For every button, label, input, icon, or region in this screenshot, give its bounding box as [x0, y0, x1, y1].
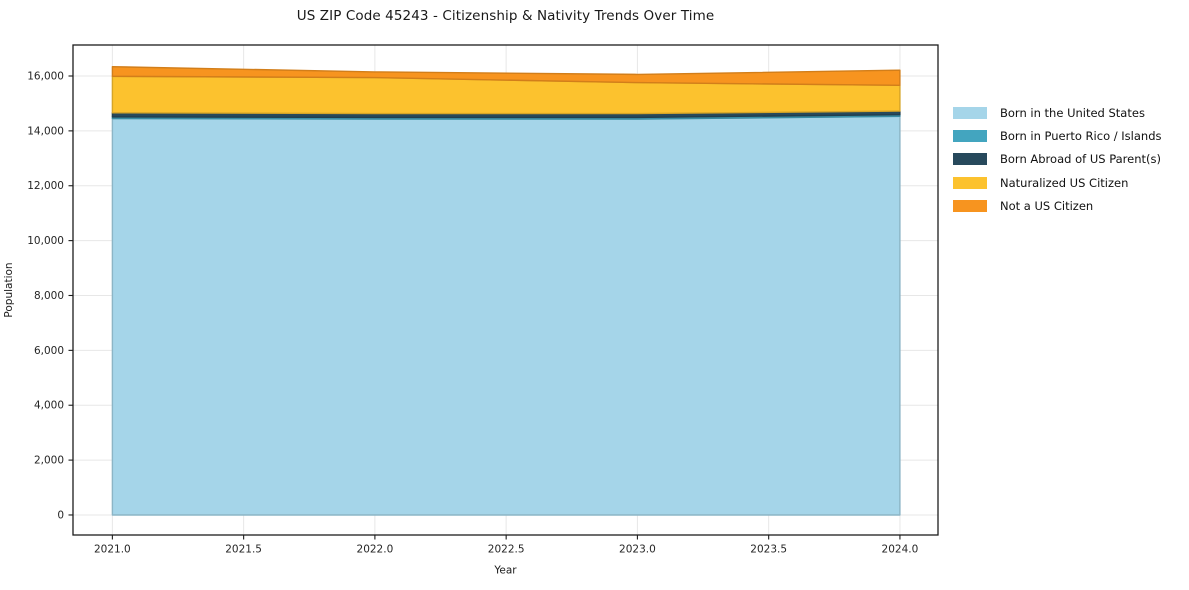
legend-swatch [953, 153, 987, 166]
y-tick-label: 2,000 [34, 455, 64, 467]
legend-swatch [953, 130, 987, 143]
legend-label: Born in the United States [1000, 105, 1145, 120]
x-tick-label: 2024.0 [882, 544, 919, 556]
x-tick-label: 2023.5 [750, 544, 787, 556]
legend: Born in the United States Born in Puerto … [953, 101, 1162, 218]
legend-label: Naturalized US Citizen [1000, 175, 1129, 190]
legend-swatch [953, 176, 987, 189]
y-tick-label: 10,000 [27, 235, 64, 247]
legend-item: Naturalized US Citizen [953, 171, 1162, 194]
axes: 2021.0 2021.5 2022.0 2022.5 2023.0 2023.5 2024… [3, 44, 939, 577]
area-series [111, 65, 901, 516]
legend-item: Born in Puerto Rico / Islands [953, 124, 1162, 147]
y-tick-label: 14,000 [27, 125, 64, 137]
y-tick-label: 4,000 [34, 400, 64, 412]
legend-item: Not a US Citizen [953, 195, 1162, 218]
legend-swatch [953, 200, 987, 213]
area-series-4 [111, 65, 901, 87]
x-tick-label: 2022.0 [357, 544, 394, 556]
y-tick-label: 8,000 [34, 290, 64, 302]
x-tick-label: 2021.0 [94, 544, 131, 556]
x-tick-label: 2022.5 [488, 544, 525, 556]
legend-swatch [953, 106, 987, 119]
y-tick-label: 0 [57, 509, 64, 521]
y-tick-label: 16,000 [27, 71, 64, 83]
legend-label: Not a US Citizen [1000, 199, 1094, 214]
x-axis-label: Year [493, 565, 517, 577]
x-tick-label: 2023.0 [619, 544, 656, 556]
y-tick-label: 12,000 [27, 180, 64, 192]
legend-label: Born Abroad of US Parent(s) [1000, 152, 1161, 167]
legend-item: Born Abroad of US Parent(s) [953, 148, 1162, 171]
y-tick-label: 6,000 [34, 345, 64, 357]
chart-title: US ZIP Code 45243 - Citizenship & Nativi… [296, 8, 715, 24]
y-axis-label: Population [3, 262, 15, 317]
legend-label: Born in Puerto Rico / Islands [1000, 129, 1162, 144]
x-tick-label: 2021.5 [225, 544, 262, 556]
legend-item: Born in the United States [953, 101, 1162, 124]
area-series-0 [111, 115, 901, 516]
